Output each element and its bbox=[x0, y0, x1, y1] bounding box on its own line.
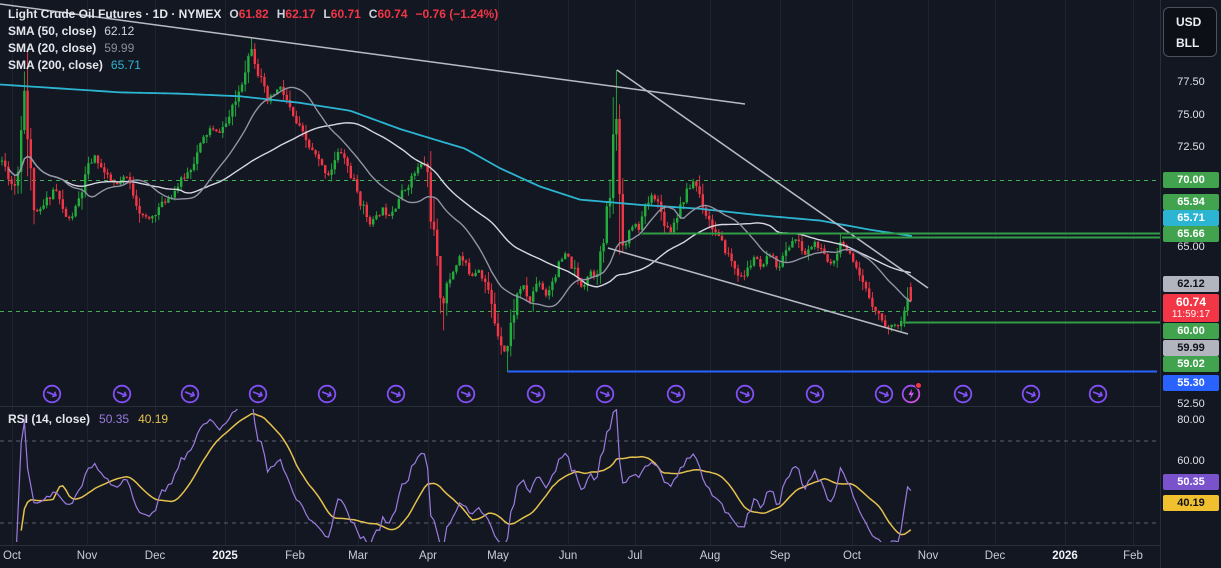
rsi-value: 50.35 bbox=[99, 412, 130, 426]
ohlc-close: C60.74 bbox=[368, 6, 408, 21]
price-axis[interactable]: 77.50 75.00 72.50 70.00 65.94 65.71 65.66 65.00… bbox=[1160, 0, 1221, 568]
time-label-2025: 2025 bbox=[212, 550, 238, 562]
time-label-oct: Oct bbox=[843, 550, 861, 562]
contract-rollover-icon[interactable] bbox=[42, 384, 62, 404]
time-label-feb: Feb bbox=[285, 550, 305, 562]
symbol-title: Light Crude Oil Futures · 1D · NYMEX bbox=[8, 6, 222, 21]
price-label-level-65.66: 65.66 bbox=[1163, 226, 1219, 242]
rsi-label: RSI (14, close) bbox=[8, 412, 91, 426]
currency-unit-selector: USD BLL bbox=[1163, 7, 1217, 57]
price-label-level-55.30: 55.30 bbox=[1163, 375, 1219, 391]
price-label-sma200-value: 65.71 bbox=[1163, 210, 1219, 226]
contract-rollover-icon[interactable] bbox=[112, 384, 132, 404]
price-label-level-60: 60.00 bbox=[1163, 323, 1219, 339]
currency-usd-button[interactable]: USD bbox=[1176, 15, 1202, 29]
time-label-may: May bbox=[487, 550, 509, 562]
contract-rollover-icon[interactable] bbox=[666, 384, 686, 404]
time-axis[interactable]: Oct Nov Dec 2025 Feb Mar Apr May Jun Jul Aug Sep Oct… bbox=[0, 546, 1160, 568]
indicator-value: 62.12 bbox=[104, 23, 135, 38]
time-label-feb: Feb bbox=[1123, 550, 1143, 562]
price-tick: 60.00 bbox=[1177, 455, 1205, 467]
price-label-level-70: 70.00 bbox=[1163, 172, 1219, 188]
indicator-row-2: SMA (20, close) 59.99 bbox=[8, 39, 498, 56]
indicator-label: SMA (20, close) bbox=[8, 40, 97, 55]
price-tick: 75.00 bbox=[1177, 109, 1205, 121]
time-label-nov: Nov bbox=[917, 550, 939, 562]
time-label-mar: Mar bbox=[348, 550, 368, 562]
time-label-2026: 2026 bbox=[1052, 550, 1078, 562]
time-label-dec: Dec bbox=[144, 550, 166, 562]
contract-rollover-icon[interactable] bbox=[874, 384, 894, 404]
time-label-apr: Apr bbox=[419, 550, 437, 562]
ohlc-open: O61.82 bbox=[229, 6, 269, 21]
ohlc-low: L60.71 bbox=[323, 6, 361, 21]
event-lightning-icon[interactable] bbox=[901, 382, 922, 404]
price-tick: 52.50 bbox=[1177, 398, 1205, 410]
contract-rollover-icon[interactable] bbox=[805, 384, 825, 404]
contract-rollover-icon[interactable] bbox=[1021, 384, 1041, 404]
price-tick: 65.00 bbox=[1177, 241, 1205, 253]
contract-rollover-icon[interactable] bbox=[180, 384, 200, 404]
time-axis-separator bbox=[0, 545, 1160, 546]
price-chart-canvas[interactable] bbox=[0, 0, 1160, 545]
indicator-label: SMA (50, close) bbox=[8, 23, 97, 38]
price-label-last-price-countdown: 60.74 11:59:17 bbox=[1163, 294, 1219, 322]
rsi-legend: RSI (14, close) 50.35 40.19 bbox=[8, 412, 168, 426]
price-label-level-65.94: 65.94 bbox=[1163, 194, 1219, 210]
rsi-ma-value: 40.19 bbox=[138, 412, 169, 426]
time-label-jun: Jun bbox=[558, 550, 578, 562]
contract-rollover-icon[interactable] bbox=[735, 384, 755, 404]
contract-rollover-icon[interactable] bbox=[317, 384, 337, 404]
time-label-jul: Jul bbox=[627, 550, 643, 562]
price-tick: 77.50 bbox=[1177, 76, 1205, 88]
chart-legend: Light Crude Oil Futures · 1D · NYMEX O61… bbox=[8, 5, 498, 73]
contract-rollover-icon[interactable] bbox=[386, 384, 406, 404]
contract-rollover-icon[interactable] bbox=[248, 384, 268, 404]
time-label-nov: Nov bbox=[76, 550, 98, 562]
indicator-label: SMA (200, close) bbox=[8, 57, 103, 72]
notification-dot bbox=[915, 382, 922, 389]
unit-bll-button[interactable]: BLL bbox=[1176, 36, 1200, 50]
time-label-oct: Oct bbox=[3, 550, 21, 562]
indicator-value: 59.99 bbox=[104, 40, 135, 55]
symbol-row: Light Crude Oil Futures · 1D · NYMEX O61… bbox=[8, 5, 498, 22]
price-label-rsi-value: 50.35 bbox=[1163, 474, 1219, 490]
price-tick: 80.00 bbox=[1177, 414, 1205, 426]
price-label-level-59.02: 59.02 bbox=[1163, 356, 1219, 372]
price-tick: 72.50 bbox=[1177, 141, 1205, 153]
time-label-aug: Aug bbox=[699, 550, 721, 562]
pane-separator[interactable] bbox=[0, 406, 1160, 407]
time-label-dec: Dec bbox=[984, 550, 1006, 562]
contract-rollover-icon[interactable] bbox=[595, 384, 615, 404]
price-label-sma20-value: 59.99 bbox=[1163, 340, 1219, 356]
contract-rollover-icon[interactable] bbox=[526, 384, 546, 404]
indicator-value: 65.71 bbox=[110, 57, 141, 72]
time-label-sep: Sep bbox=[769, 550, 791, 562]
price-change: −0.76 (−1.24%) bbox=[415, 6, 499, 21]
contract-rollover-icon[interactable] bbox=[953, 384, 973, 404]
indicator-row-1: SMA (50, close) 62.12 bbox=[8, 22, 498, 39]
ohlc-high: H62.17 bbox=[276, 6, 316, 21]
contract-rollover-icon[interactable] bbox=[456, 384, 476, 404]
indicator-row-3: SMA (200, close) 65.71 bbox=[8, 56, 498, 73]
price-label-rsi-ma-value: 40.19 bbox=[1163, 495, 1219, 511]
price-label-sma50-value: 62.12 bbox=[1163, 276, 1219, 292]
contract-rollover-icon[interactable] bbox=[1088, 384, 1108, 404]
